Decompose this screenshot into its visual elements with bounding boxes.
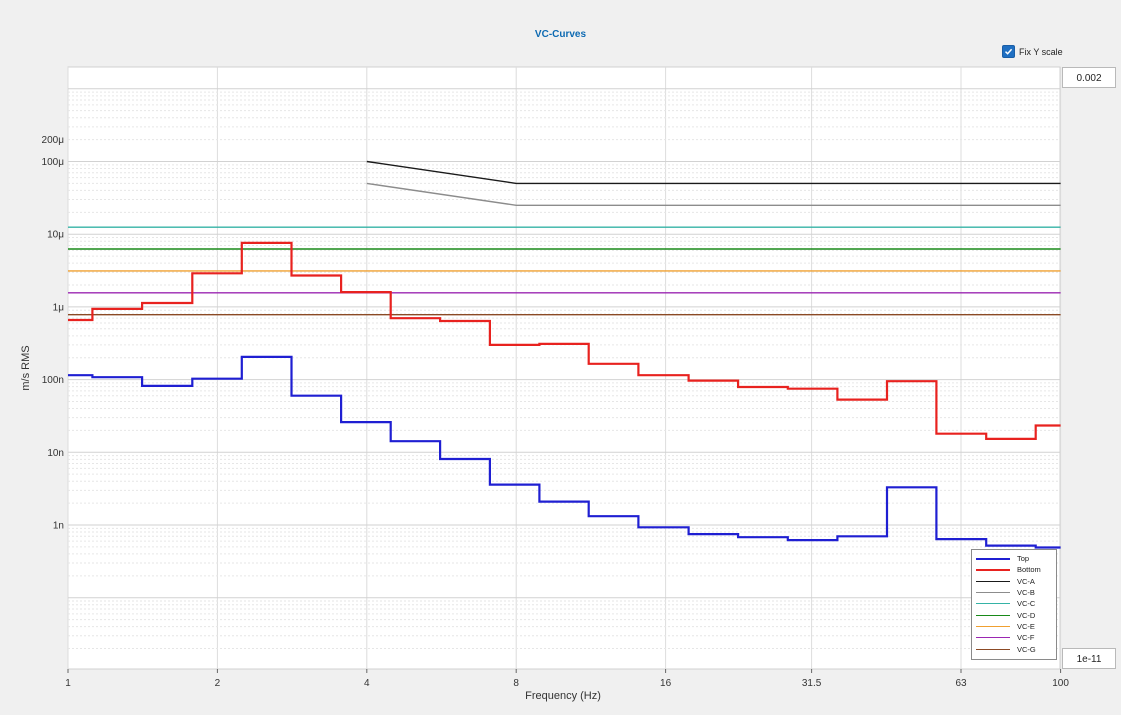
plot-area [67, 66, 1061, 670]
x-tick-label: 2 [215, 678, 221, 689]
legend-item-bottom: Bottom [976, 564, 1052, 575]
x-axis-label: Frequency (Hz) [525, 690, 601, 702]
legend-label: Top [1017, 554, 1030, 564]
fix-y-scale-toggle[interactable]: Fix Y scale [1002, 45, 1063, 58]
x-tick-label: 1 [65, 678, 71, 689]
series-vc-a-line [366, 160, 1061, 185]
legend-label: VC-E [1017, 621, 1035, 631]
y-tick-label: 100μ [42, 157, 65, 168]
legend-item-vc-g: VC-G [976, 643, 1052, 654]
legend-label: VC-G [1017, 644, 1036, 654]
legend-item-vc-e: VC-E [976, 621, 1052, 632]
y-tick-label: 200μ [42, 135, 65, 146]
legend-item-vc-d: VC-D [976, 609, 1052, 620]
legend-swatch [976, 603, 1010, 605]
legend-label: VC-C [1017, 599, 1036, 609]
grid-lines [67, 67, 1062, 669]
series-vc-b-line [366, 182, 1061, 206]
x-tick-label: 8 [513, 678, 519, 689]
legend-label: Bottom [1017, 565, 1041, 575]
legend-item-vc-f: VC-F [976, 632, 1052, 643]
x-tick-label: 16 [660, 678, 672, 689]
x-axis-ticks: 1 2 4 8 16 31.5 63 100 [65, 669, 1069, 689]
y-min-input[interactable]: 1e-11 [1062, 648, 1116, 669]
y-tick-label: 100n [42, 375, 64, 386]
x-tick-label: 63 [955, 678, 967, 689]
legend-swatch [976, 637, 1010, 639]
y-tick-label: 1n [53, 521, 64, 532]
y-tick-label: 1μ [53, 302, 65, 313]
series-top-line [68, 355, 1061, 549]
legend-swatch [976, 614, 1010, 616]
series-lines [68, 160, 1061, 549]
y-max-input[interactable]: 0.002 [1062, 67, 1116, 88]
y-tick-label: 10μ [47, 230, 64, 241]
legend: Top Bottom VC-A VC-B VC-C VC-D VC-E VC-F VC-G [971, 549, 1057, 660]
legend-swatch [976, 557, 1010, 560]
chart-title: VC-Curves [534, 29, 587, 40]
x-tick-label: 4 [364, 678, 370, 689]
y-axis-ticks: 1n 10n 100n 1μ 10μ 100μ 200μ [42, 135, 65, 531]
x-tick-label: 31.5 [802, 678, 822, 689]
legend-item-vc-c: VC-C [976, 598, 1052, 609]
legend-swatch [976, 592, 1010, 594]
legend-swatch [976, 568, 1010, 571]
x-tick-label: 100 [1052, 678, 1069, 689]
legend-label: VC-B [1017, 588, 1035, 598]
legend-item-vc-b: VC-B [976, 587, 1052, 598]
legend-swatch [976, 580, 1010, 582]
legend-swatch [976, 625, 1010, 627]
y-axis-label: m/s RMS [20, 345, 32, 391]
legend-label: VC-A [1017, 576, 1035, 586]
y-tick-label: 10n [47, 448, 64, 459]
legend-item-vc-a: VC-A [976, 576, 1052, 587]
series-bottom-line [68, 241, 1061, 440]
legend-label: VC-F [1017, 633, 1035, 643]
legend-label: VC-D [1017, 610, 1036, 620]
checkbox-icon[interactable] [1002, 45, 1015, 58]
fix-y-scale-label: Fix Y scale [1019, 46, 1063, 57]
legend-item-top: Top [976, 553, 1052, 564]
legend-swatch [976, 648, 1010, 650]
